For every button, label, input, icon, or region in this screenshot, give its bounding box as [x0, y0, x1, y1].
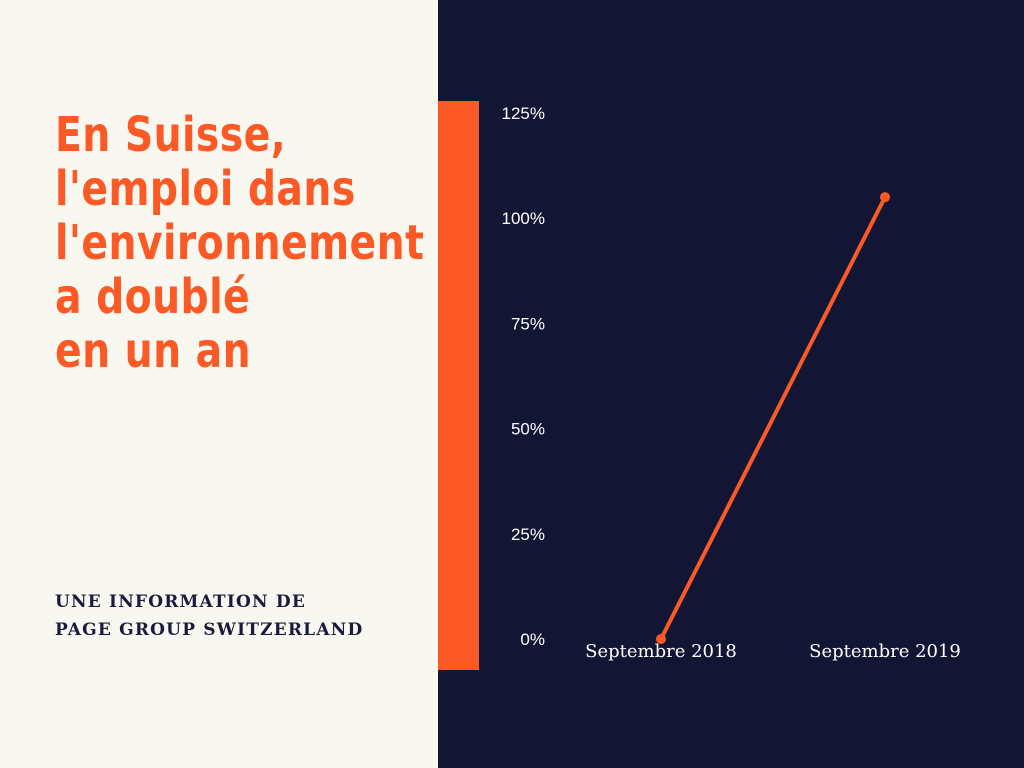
headline: En Suisse, l'emploi dans l'environnement… [55, 108, 505, 378]
y-tick-label: 25% [511, 525, 545, 544]
accent-bar [438, 101, 479, 670]
data-point [880, 192, 890, 203]
line-chart: 0% 25% 50% 75% 100% 125% Septembre 2018 Septemb… [479, 0, 1024, 768]
data-point [656, 634, 666, 644]
x-tick-label: Septembre 2018 [585, 641, 737, 662]
headline-line-2: l'emploi dans [55, 161, 356, 217]
y-tick-label: 100% [502, 209, 545, 228]
y-tick-label: 125% [502, 104, 545, 123]
y-tick-label: 50% [511, 420, 545, 439]
source-line-2: PAGE GROUP SWITZERLAND [55, 620, 364, 640]
source-line-1: UNE INFORMATION DE [55, 592, 306, 612]
y-tick-label: 0% [520, 630, 545, 649]
source-credit: UNE INFORMATION DE PAGE GROUP SWITZERLAN… [55, 588, 363, 644]
y-tick-label: 75% [511, 314, 545, 333]
headline-line-4: a doublé [55, 269, 251, 325]
series-line [659, 195, 887, 641]
chart-svg: 0% 25% 50% 75% 100% 125% Septembre 2018 Septemb… [502, 104, 961, 662]
headline-line-5: en un an [55, 323, 252, 379]
headline-line-3: l'environnement [55, 215, 425, 271]
left-panel: En Suisse, l'emploi dans l'environnement… [0, 0, 438, 768]
headline-line-1: En Suisse, [55, 107, 287, 163]
x-tick-label: Septembre 2019 [809, 641, 961, 662]
